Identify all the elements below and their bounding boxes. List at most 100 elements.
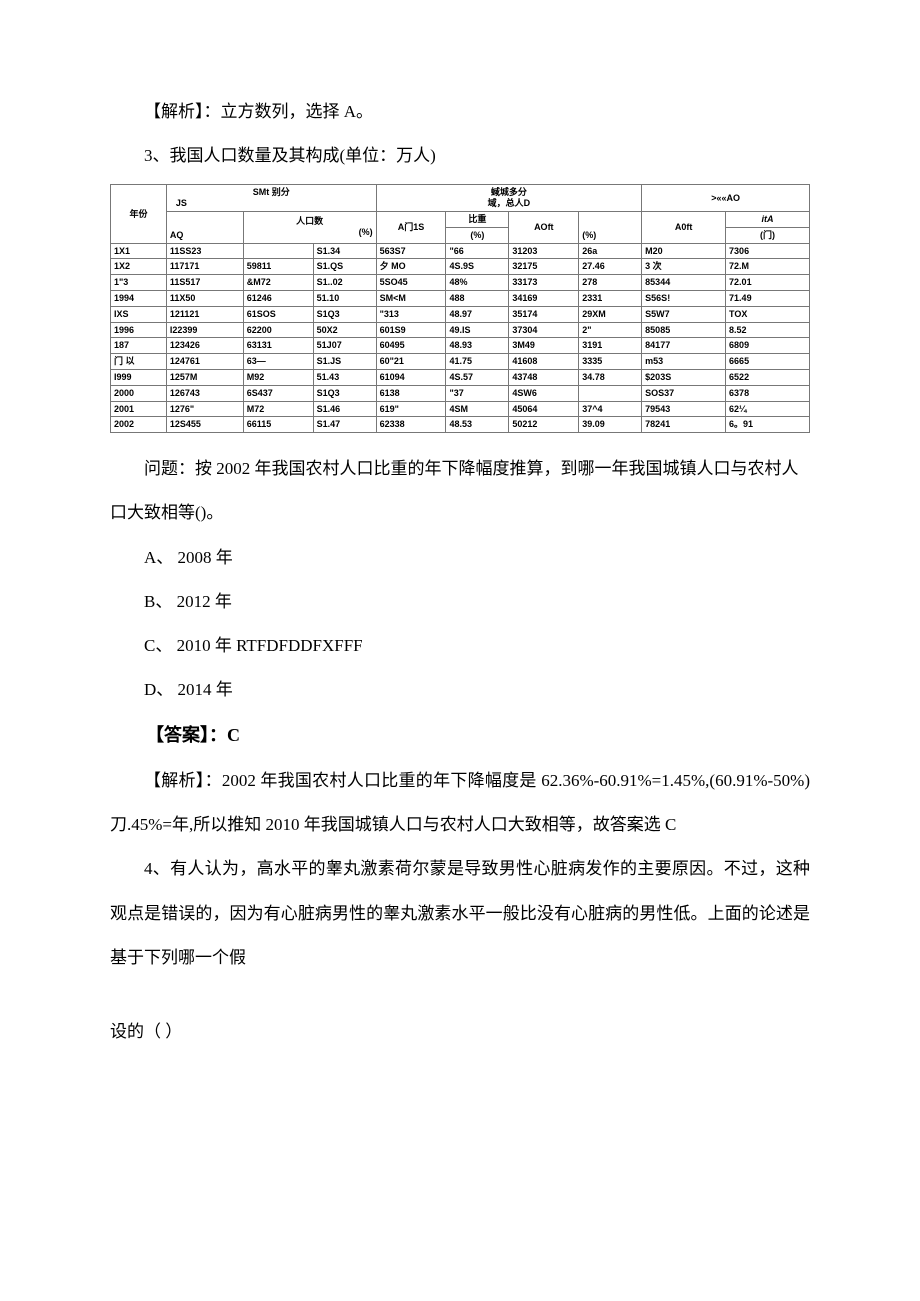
table-row: IXS12112161SOSS1Q3"31348.973517429XMS5W7… bbox=[111, 306, 810, 322]
table-cell: 601S9 bbox=[376, 322, 446, 338]
q3-option-d: D、 2014 年 bbox=[110, 668, 810, 712]
table-cell: 2331 bbox=[579, 290, 642, 306]
table-cell: 31203 bbox=[509, 243, 579, 259]
table-cell: 4SW6 bbox=[509, 385, 579, 401]
table-cell: "66 bbox=[446, 243, 509, 259]
table-cell: 43748 bbox=[509, 369, 579, 385]
table-cell: 12S455 bbox=[166, 417, 243, 433]
table-row: I9991257MM9251.43610944S.574374834.78$20… bbox=[111, 369, 810, 385]
table-cell: IXS bbox=[111, 306, 167, 322]
th-group1: SMt 别分 JS bbox=[166, 185, 376, 212]
th-aq: AQ bbox=[166, 211, 243, 243]
table-cell: 1"3 bbox=[111, 275, 167, 291]
q3-answer: 【答案】：C bbox=[110, 712, 810, 759]
table-cell: 37304 bbox=[509, 322, 579, 338]
table-cell: 72.M bbox=[726, 259, 810, 275]
table-cell: 26a bbox=[579, 243, 642, 259]
table-cell: 619" bbox=[376, 401, 446, 417]
table-cell: 27.46 bbox=[579, 259, 642, 275]
table-cell: 63131 bbox=[243, 338, 313, 354]
table-cell: I22399 bbox=[166, 322, 243, 338]
table-cell: SOS37 bbox=[642, 385, 726, 401]
table-cell: M20 bbox=[642, 243, 726, 259]
table-cell: 34.78 bbox=[579, 369, 642, 385]
table-cell: 5SO45 bbox=[376, 275, 446, 291]
q3-option-c: C、 2010 年 RTFDFDDFXFFF bbox=[110, 624, 810, 668]
table-cell: M92 bbox=[243, 369, 313, 385]
table-cell: &M72 bbox=[243, 275, 313, 291]
table-cell bbox=[243, 243, 313, 259]
table-cell: 11SS23 bbox=[166, 243, 243, 259]
table-cell: 48.93 bbox=[446, 338, 509, 354]
th-group2-b: 域，总人D bbox=[380, 198, 639, 209]
table-cell: 7306 bbox=[726, 243, 810, 259]
th-group1-b: JS bbox=[170, 198, 373, 209]
table-cell: 84177 bbox=[642, 338, 726, 354]
table-cell: 32175 bbox=[509, 259, 579, 275]
table-cell: S1..02 bbox=[313, 275, 376, 291]
table-cell: TOX bbox=[726, 306, 810, 322]
table-cell: 60"21 bbox=[376, 354, 446, 370]
table-cell: 6138 bbox=[376, 385, 446, 401]
th-a1s: A门1S bbox=[376, 211, 446, 243]
table-cell: 48.53 bbox=[446, 417, 509, 433]
q4-stem: 4、有人认为，高水平的睾丸激素荷尔蒙是导致男性心脏病发作的主要原因。不过，这种观… bbox=[110, 847, 810, 980]
table-cell: 6378 bbox=[726, 385, 810, 401]
q3-option-a: A、 2008 年 bbox=[110, 536, 810, 580]
table-cell: 4SM bbox=[446, 401, 509, 417]
table-cell: S1.QS bbox=[313, 259, 376, 275]
table-cell: 3M49 bbox=[509, 338, 579, 354]
table-row: 1X111SS23S1.34563S7"663120326aM207306 bbox=[111, 243, 810, 259]
q3-title: 3、我国人口数量及其构成(单位：万人) bbox=[110, 134, 810, 178]
table-cell: 187 bbox=[111, 338, 167, 354]
q4-tail: 设的（ ） bbox=[110, 1010, 810, 1054]
table-cell: 278 bbox=[579, 275, 642, 291]
table-row: 1X211717159811S1.QS夕 MO4S.9S3217527.463 … bbox=[111, 259, 810, 275]
table-row: 20011276"M72S1.46619"4SM4506437^47954362… bbox=[111, 401, 810, 417]
table-cell: S1.JS bbox=[313, 354, 376, 370]
table-cell: M72 bbox=[243, 401, 313, 417]
table-cell: 2" bbox=[579, 322, 642, 338]
table-cell: 门 以 bbox=[111, 354, 167, 370]
table-cell: 3191 bbox=[579, 338, 642, 354]
table-cell: "37 bbox=[446, 385, 509, 401]
table-cell: S1.47 bbox=[313, 417, 376, 433]
table-cell: 夕 MO bbox=[376, 259, 446, 275]
table-cell: 3 次 bbox=[642, 259, 726, 275]
table-row: 20001267436S437S1Q36138"374SW6SOS376378 bbox=[111, 385, 810, 401]
table-cell: S5W7 bbox=[642, 306, 726, 322]
table-cell: 41.75 bbox=[446, 354, 509, 370]
table-cell: 61094 bbox=[376, 369, 446, 385]
table-cell: m53 bbox=[642, 354, 726, 370]
table-cell: 78241 bbox=[642, 417, 726, 433]
th-pop-b: (%) bbox=[247, 227, 373, 238]
table-cell: 8.52 bbox=[726, 322, 810, 338]
th-pop: 人口数 (%) bbox=[243, 211, 376, 243]
table-cell: 66115 bbox=[243, 417, 313, 433]
th-aoft: AOft bbox=[509, 211, 579, 243]
table-cell: 117171 bbox=[166, 259, 243, 275]
table-cell bbox=[579, 385, 642, 401]
table-cell: SM<M bbox=[376, 290, 446, 306]
table-cell: 61246 bbox=[243, 290, 313, 306]
table-cell: S56S! bbox=[642, 290, 726, 306]
th-group1-a: SMt 别分 bbox=[170, 187, 373, 198]
table-cell: 488 bbox=[446, 290, 509, 306]
table-cell: 51J07 bbox=[313, 338, 376, 354]
table-cell: 50212 bbox=[509, 417, 579, 433]
th-group3: >««AO bbox=[642, 185, 810, 212]
table-cell: 121121 bbox=[166, 306, 243, 322]
table-cell: 85344 bbox=[642, 275, 726, 291]
table-row: 200212S45566115S1.476233848.535021239.09… bbox=[111, 417, 810, 433]
th-pop-a: 人口数 bbox=[247, 216, 373, 227]
table-cell: 39.09 bbox=[579, 417, 642, 433]
th-group2: 蜮城多分 域，总人D bbox=[376, 185, 642, 212]
table-cell: 1257M bbox=[166, 369, 243, 385]
table-cell: 6。91 bbox=[726, 417, 810, 433]
table-cell: 51.43 bbox=[313, 369, 376, 385]
q3-option-b: B、 2012 年 bbox=[110, 580, 810, 624]
table-row: 1871234266313151J076049548.933M493191841… bbox=[111, 338, 810, 354]
table-row: 门 以12476163—S1.JS60"2141.75416083335m536… bbox=[111, 354, 810, 370]
th-bz: 比重 bbox=[446, 211, 509, 227]
table-cell: S1.34 bbox=[313, 243, 376, 259]
